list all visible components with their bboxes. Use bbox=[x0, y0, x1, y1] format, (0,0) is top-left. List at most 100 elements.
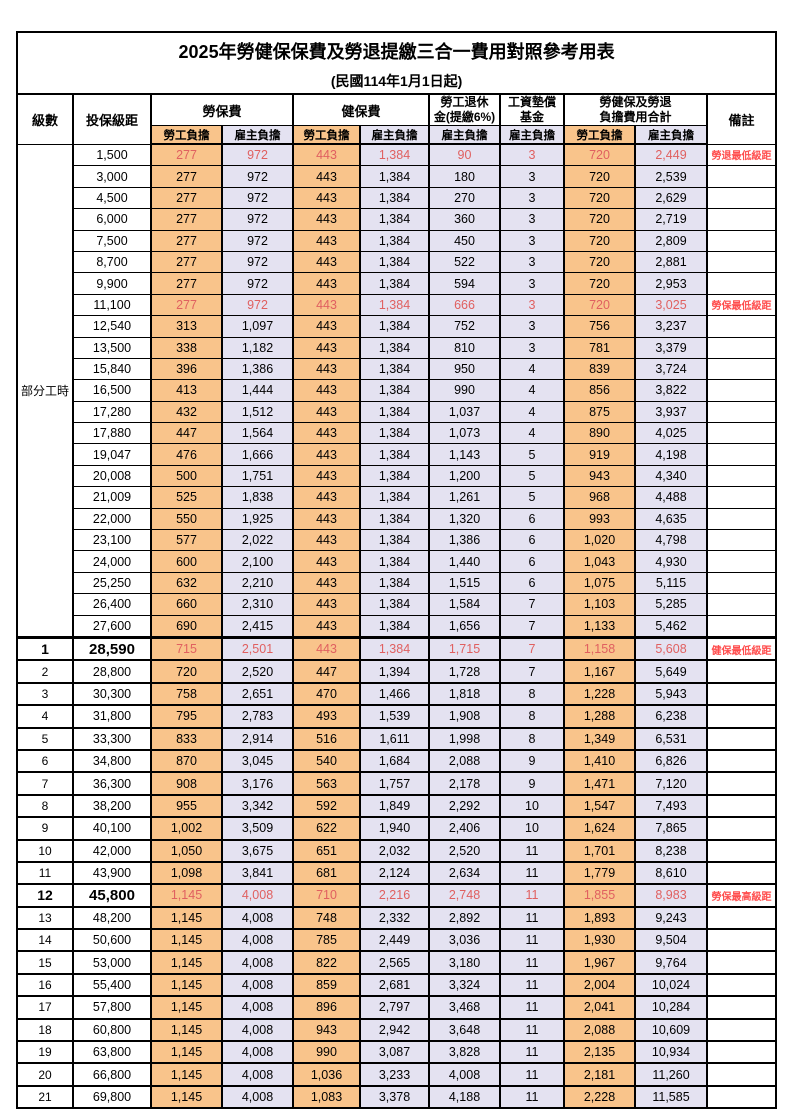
bracket-cell: 33,300 bbox=[72, 726, 152, 751]
value-cell: 11,260 bbox=[634, 1062, 708, 1087]
remark-cell bbox=[705, 357, 778, 381]
total-label-line1: 勞健保及勞退 bbox=[599, 95, 672, 109]
remark-cell bbox=[705, 972, 778, 998]
wage-fund-label-line2: 基金 bbox=[519, 110, 544, 124]
value-cell: 2,124 bbox=[359, 860, 430, 886]
value-cell: 277 bbox=[150, 272, 223, 295]
part-time-label: 部分工時 bbox=[16, 143, 74, 638]
value-cell: 752 bbox=[428, 315, 501, 338]
table-row: 部分工時 1,500 277 972 443 1,384 90 3 720 2,449 勞退最低級距 bbox=[16, 143, 778, 638]
value-cell: 3,468 bbox=[428, 995, 501, 1020]
bracket-cell: 23,100 bbox=[72, 529, 152, 552]
value-cell: 3,180 bbox=[428, 950, 501, 975]
value-cell: 1,855 bbox=[563, 883, 636, 908]
value-cell: 1,394 bbox=[359, 659, 430, 684]
level-cell: 18 bbox=[16, 1017, 74, 1043]
remark-cell bbox=[705, 681, 778, 707]
remark-cell bbox=[705, 464, 778, 488]
value-cell: 3 bbox=[499, 165, 565, 188]
value-cell: 859 bbox=[292, 972, 361, 998]
table-row: 8,700 277 972 443 1,384 522 3 720 2,881 bbox=[17, 250, 778, 274]
remark-cell bbox=[705, 422, 778, 445]
value-cell: 8 bbox=[499, 681, 565, 707]
bracket-cell: 24,000 bbox=[72, 550, 152, 573]
value-cell: 1,228 bbox=[563, 681, 636, 707]
value-cell: 1,384 bbox=[359, 315, 430, 338]
value-cell: 1,143 bbox=[428, 443, 501, 466]
value-cell: 1,849 bbox=[359, 793, 430, 819]
value-cell: 710 bbox=[292, 883, 361, 908]
table-row: 16 55,400 1,145 4,008 859 2,681 3,324 11 2,004 10… bbox=[16, 972, 778, 998]
value-cell: 2,449 bbox=[359, 928, 430, 953]
value-cell: 4,930 bbox=[634, 550, 708, 573]
value-cell: 443 bbox=[292, 507, 361, 531]
value-cell: 1,930 bbox=[563, 928, 636, 953]
value-cell: 1,145 bbox=[150, 1084, 223, 1110]
value-cell: 10,609 bbox=[634, 1017, 708, 1043]
value-cell: 4,008 bbox=[221, 905, 294, 931]
table-row: 4 31,800 795 2,783 493 1,539 1,908 8 1,288 6,238 bbox=[16, 704, 778, 729]
value-cell: 1,624 bbox=[563, 816, 636, 841]
level-cell: 20 bbox=[16, 1062, 74, 1087]
value-cell: 1,098 bbox=[150, 860, 223, 886]
value-cell: 443 bbox=[292, 186, 361, 210]
table-row: 25,250 632 2,210 443 1,384 1,515 6 1,075 5,115 bbox=[17, 571, 778, 595]
value-cell: 11 bbox=[499, 928, 565, 953]
value-cell: 870 bbox=[150, 748, 223, 774]
value-cell: 1,037 bbox=[428, 400, 501, 424]
value-cell: 540 bbox=[292, 748, 361, 774]
value-cell: 11 bbox=[499, 1062, 565, 1087]
value-cell: 1,466 bbox=[359, 681, 430, 707]
pension-label-line1: 勞工退休 bbox=[440, 95, 489, 109]
value-cell: 1,384 bbox=[359, 272, 430, 295]
table-row: 23,100 577 2,022 443 1,384 1,386 6 1,020 4,798 bbox=[17, 529, 778, 552]
value-cell: 2,032 bbox=[359, 838, 430, 863]
value-cell: 833 bbox=[150, 726, 223, 751]
value-cell: 1,471 bbox=[563, 771, 636, 796]
value-cell: 1,384 bbox=[359, 165, 430, 188]
value-cell: 2,809 bbox=[634, 229, 708, 252]
bracket-cell: 9,900 bbox=[72, 272, 152, 295]
value-cell: 4,008 bbox=[221, 928, 294, 953]
value-cell: 4 bbox=[499, 357, 565, 381]
table-row: 27,600 690 2,415 443 1,384 1,656 7 1,133 5,462 bbox=[17, 614, 778, 638]
value-cell: 5,115 bbox=[634, 571, 708, 595]
value-cell: 1,384 bbox=[359, 229, 430, 252]
level-cell: 7 bbox=[16, 771, 74, 796]
value-cell: 972 bbox=[221, 229, 294, 252]
value-cell: 2,634 bbox=[428, 860, 501, 886]
value-cell: 990 bbox=[428, 379, 501, 402]
value-cell: 3,025 bbox=[634, 293, 708, 317]
table-row: 7 36,300 908 3,176 563 1,757 2,178 9 1,471 7,120 bbox=[16, 771, 778, 796]
value-cell: 313 bbox=[150, 315, 223, 338]
bracket-cell: 25,250 bbox=[72, 571, 152, 595]
value-cell: 470 bbox=[292, 681, 361, 707]
header-group-row: 級數 投保級距 勞保費 健保費 勞工退休 金(提繳6%) 工資墊償 基金 勞健保及勞… bbox=[16, 93, 778, 145]
value-cell: 396 bbox=[150, 357, 223, 381]
remark-cell bbox=[705, 659, 778, 684]
remark-cell bbox=[705, 443, 778, 466]
value-cell: 5 bbox=[499, 443, 565, 466]
value-cell: 277 bbox=[150, 250, 223, 274]
value-cell: 4,340 bbox=[634, 464, 708, 488]
value-cell: 3,036 bbox=[428, 928, 501, 953]
value-cell: 516 bbox=[292, 726, 361, 751]
value-cell: 1,145 bbox=[150, 995, 223, 1020]
value-cell: 443 bbox=[292, 443, 361, 466]
bracket-cell: 66,800 bbox=[72, 1062, 152, 1087]
value-cell: 1,384 bbox=[359, 550, 430, 573]
bracket-cell: 15,840 bbox=[72, 357, 152, 381]
value-cell: 443 bbox=[292, 635, 361, 662]
remark-cell bbox=[705, 1017, 778, 1043]
value-cell: 277 bbox=[150, 143, 223, 167]
value-cell: 1,145 bbox=[150, 928, 223, 953]
remark-cell bbox=[705, 336, 778, 359]
value-cell: 3,509 bbox=[221, 816, 294, 841]
value-cell: 10,934 bbox=[634, 1039, 708, 1065]
value-cell: 2,520 bbox=[428, 838, 501, 863]
value-cell: 2,501 bbox=[221, 635, 294, 662]
value-cell: 993 bbox=[563, 507, 636, 531]
col-header-total: 勞健保及勞退 負擔費用合計 bbox=[563, 93, 708, 126]
page-subtitle: (民國114年1月1日起) bbox=[330, 73, 463, 89]
value-cell: 1,145 bbox=[150, 950, 223, 975]
